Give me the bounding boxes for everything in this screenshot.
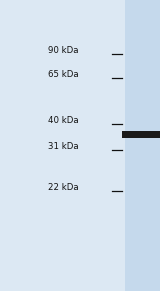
Bar (125, 0, 160, 291)
Text: 31 kDa: 31 kDa (48, 143, 79, 151)
Bar (122, 131, 160, 138)
Text: 22 kDa: 22 kDa (48, 183, 79, 192)
Text: 65 kDa: 65 kDa (48, 70, 79, 79)
Text: 40 kDa: 40 kDa (48, 116, 79, 125)
Text: 90 kDa: 90 kDa (48, 47, 79, 55)
